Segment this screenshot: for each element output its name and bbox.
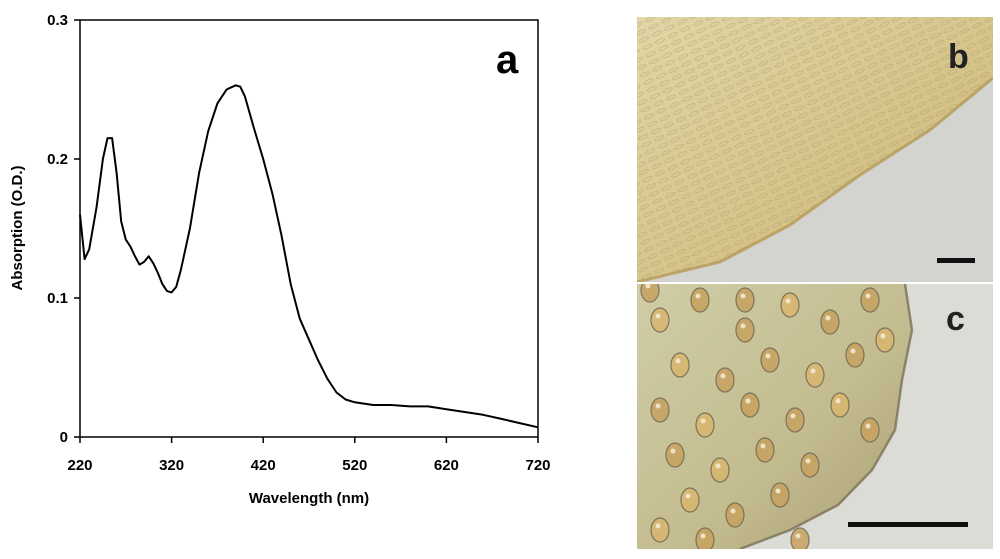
x-tick-label: 420 xyxy=(251,457,276,474)
cell-highlight xyxy=(835,398,841,404)
micrograph-c-edge xyxy=(739,284,914,549)
cell-nucleus xyxy=(800,452,820,478)
cell-highlight xyxy=(645,284,651,289)
cell-nucleus xyxy=(690,287,710,313)
cell-nucleus xyxy=(735,317,755,343)
cell-highlight xyxy=(720,373,726,379)
scale-bar-b xyxy=(937,258,975,263)
cell-highlight xyxy=(865,293,871,299)
x-tick-label: 720 xyxy=(525,457,550,474)
cell-highlight xyxy=(785,298,791,304)
x-tick-label: 520 xyxy=(342,457,367,474)
cell-highlight xyxy=(685,493,691,499)
x-axis-label: Wavelength (nm) xyxy=(249,490,369,507)
cell-nucleus xyxy=(785,407,805,433)
panel-label-b: b xyxy=(948,38,969,76)
cell-highlight xyxy=(700,418,706,424)
micrograph-b: b xyxy=(637,17,993,282)
panel-label-c: c xyxy=(946,300,965,338)
cell-nucleus xyxy=(770,482,790,508)
cell-highlight xyxy=(745,398,751,404)
cell-nucleus xyxy=(760,347,780,373)
cell-highlight xyxy=(695,293,701,299)
cell-nucleus xyxy=(695,412,715,438)
cell-nucleus xyxy=(715,367,735,393)
cell-highlight xyxy=(805,458,811,464)
cell-nucleus xyxy=(650,517,670,543)
x-tick-label: 620 xyxy=(434,457,459,474)
cell-nucleus xyxy=(680,487,700,513)
micrograph-c: c xyxy=(637,284,993,549)
cell-highlight xyxy=(850,348,856,354)
series-line-0 xyxy=(79,84,539,429)
cell-nucleus xyxy=(650,397,670,423)
cell-highlight xyxy=(865,423,871,429)
cell-nucleus xyxy=(755,437,775,463)
micrograph-b-edge xyxy=(637,76,993,282)
chart-plot-area xyxy=(79,84,539,429)
y-tick-label: 0 xyxy=(60,429,68,446)
cell-highlight xyxy=(760,443,766,449)
cell-highlight xyxy=(795,533,801,539)
cell-nucleus xyxy=(820,309,840,335)
x-tick-label: 320 xyxy=(159,457,184,474)
cell-nucleus xyxy=(790,527,810,549)
x-axis-ticks: 220 320 420 520 620 720 xyxy=(67,437,551,474)
cell-nucleus xyxy=(670,352,690,378)
cell-nucleus xyxy=(875,327,895,353)
x-tick-label: 220 xyxy=(67,457,92,474)
cell-nucleus xyxy=(665,442,685,468)
cell-highlight xyxy=(740,323,746,329)
chart-axes: 220 320 420 520 620 720 0 0.1 0.2 0.3 xyxy=(47,12,550,474)
micrograph-c-tissue xyxy=(637,284,912,549)
cell-highlight xyxy=(655,403,661,409)
y-axis-label: Absorption (O.D.) xyxy=(9,166,26,291)
cell-highlight xyxy=(675,358,681,364)
y-axis-ticks: 0 0.1 0.2 0.3 xyxy=(47,12,80,446)
cell-highlight xyxy=(655,313,661,319)
cell-nucleus xyxy=(780,292,800,318)
panel-label-a: a xyxy=(496,38,519,82)
y-tick-label: 0.3 xyxy=(47,12,68,29)
cell-highlight xyxy=(715,463,721,469)
cell-highlight xyxy=(730,508,736,514)
cell-nucleus xyxy=(650,307,670,333)
cell-nucleus xyxy=(845,342,865,368)
series-group xyxy=(79,84,539,429)
cell-nucleus xyxy=(830,392,850,418)
cell-nucleus xyxy=(805,362,825,388)
cell-highlight xyxy=(775,488,781,494)
cell-nucleus xyxy=(860,287,880,313)
micrograph-c-cells xyxy=(640,284,895,549)
y-tick-label: 0.2 xyxy=(47,151,68,168)
cell-highlight xyxy=(700,533,706,539)
cell-highlight xyxy=(880,333,886,339)
cell-highlight xyxy=(825,315,831,321)
micrograph-b-texture xyxy=(637,17,993,282)
cell-nucleus xyxy=(725,502,745,528)
scale-bar-c xyxy=(848,522,968,527)
plot-frame xyxy=(79,19,539,438)
cell-highlight xyxy=(670,448,676,454)
cell-nucleus xyxy=(710,457,730,483)
cell-highlight xyxy=(810,368,816,374)
cell-nucleus xyxy=(860,417,880,443)
y-tick-label: 0.1 xyxy=(47,290,68,307)
cell-nucleus xyxy=(640,284,660,303)
cell-highlight xyxy=(655,523,661,529)
cell-nucleus xyxy=(695,527,715,549)
cell-highlight xyxy=(790,413,796,419)
cell-nucleus xyxy=(740,392,760,418)
cell-highlight xyxy=(740,293,746,299)
cell-highlight xyxy=(765,353,771,359)
cell-nucleus xyxy=(735,287,755,313)
